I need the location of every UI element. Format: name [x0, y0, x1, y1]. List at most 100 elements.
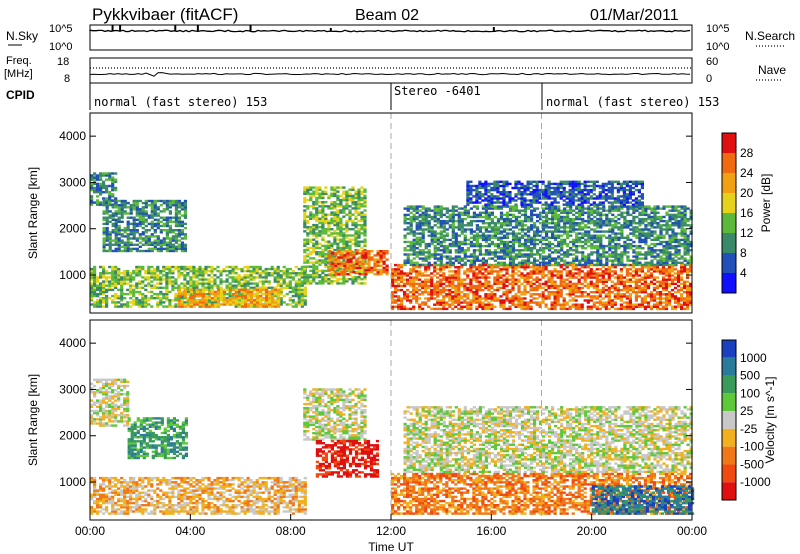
x-axis-ticks: 00:00 04:00 08:00 12:00 16:00 20:00 00:00	[75, 514, 707, 538]
velocity-ylabel: Slant Range [km]	[26, 374, 40, 466]
power-region-3	[90, 172, 118, 206]
power-colorbar-swatch	[722, 173, 736, 193]
velocity-colorbar-tick: -500	[740, 457, 764, 471]
power-ytick-label: 4000	[59, 129, 86, 143]
cpid-segment-1: normal (fast stereo) 153	[94, 95, 267, 109]
velocity-colorbar-swatch	[722, 464, 736, 483]
power-region-9	[466, 180, 644, 206]
power-region-8	[403, 205, 693, 267]
velocity-heatmap	[90, 320, 695, 520]
freq-trace	[89, 72, 691, 77]
x-tick-label: 00:00	[75, 524, 105, 538]
power-colorbar-swatch	[722, 273, 736, 293]
x-axis-label: Time UT	[368, 540, 414, 554]
power-colorbar-swatch	[722, 133, 736, 153]
noise-panel-frame	[89, 24, 693, 51]
velocity-colorbar-tick: -25	[740, 422, 758, 436]
power-colorbar-tick: 28	[740, 146, 754, 160]
velocity-ytick-label: 2000	[59, 429, 86, 443]
power-y-ticks: 1000 2000 3000 4000	[59, 129, 692, 282]
velocity-colorbar-swatch	[722, 482, 736, 500]
power-colorbar: 4 8 12 16 20 24 28	[721, 132, 754, 294]
power-region-5	[303, 186, 367, 285]
power-region-4	[177, 288, 281, 308]
velocity-colorbar-swatch	[722, 411, 736, 429]
velocity-colorbar-tick: 500	[740, 369, 760, 383]
freq-tick-top: 18	[57, 56, 69, 68]
nave-label: Nave	[758, 63, 786, 77]
cpid-segment-3: normal (fast stereo) 153	[546, 95, 719, 109]
velocity-colorbar-frame	[721, 339, 737, 501]
noise-right-label: N.Search	[745, 29, 795, 43]
noise-sky-trace	[89, 29, 691, 33]
x-tick-label: 00:00	[677, 524, 707, 538]
power-ytick-label: 2000	[59, 222, 86, 236]
noise-left-tick-top: 10^5	[49, 23, 73, 35]
power-ylabel: Slant Range [km]	[26, 167, 40, 259]
velocity-colorbar-swatch	[722, 357, 736, 376]
x-tick-label: 12:00	[376, 524, 406, 538]
velocity-colorbar-tick: -100	[740, 440, 764, 454]
velocity-region-8	[591, 485, 695, 515]
velocity-colorbar-swatch	[722, 393, 736, 412]
cpid-label: CPID	[6, 88, 35, 102]
velocity-colorbar-swatch	[722, 428, 736, 447]
power-colorbar-frame	[721, 132, 737, 294]
power-region-2	[102, 199, 187, 253]
power-colorbar-tick: 20	[740, 186, 754, 200]
power-panel-frame	[89, 112, 693, 314]
nave-tick-top: 60	[706, 56, 718, 68]
date-title: 01/Mar/2011	[590, 7, 679, 24]
power-region-6	[328, 250, 389, 276]
power-region-7	[391, 263, 693, 311]
power-colorbar-swatch	[722, 253, 736, 273]
power-ytick-label: 3000	[59, 175, 86, 189]
velocity-colorbar-tick: -1000	[740, 475, 771, 489]
power-colorbar-tick: 12	[740, 226, 754, 240]
velocity-y-ticks: 1000 2000 3000 4000	[59, 336, 692, 489]
power-colorbar-swatch	[722, 213, 736, 233]
noise-left-tick-bottom: 10^0	[49, 41, 73, 53]
velocity-colorbar-tick: 25	[740, 404, 754, 418]
velocity-region-3	[127, 417, 188, 460]
velocity-region-4	[303, 388, 367, 441]
power-colorbar-tick: 4	[740, 266, 747, 280]
freq-label-2: [MHz]	[4, 68, 33, 80]
velocity-colorbar-swatch	[722, 375, 736, 394]
x-tick-label: 08:00	[276, 524, 306, 538]
velocity-region-1	[90, 476, 307, 515]
freq-panel-frame	[89, 57, 693, 84]
velocity-colorbar-swatch	[722, 340, 736, 358]
velocity-colorbar-tick: 100	[740, 386, 760, 400]
noise-left-label: N.Sky	[6, 29, 38, 43]
nave-tick-bottom: 0	[706, 73, 712, 85]
velocity-colorbar-tick: 1000	[740, 351, 767, 365]
freq-label-1: Freq.	[6, 55, 32, 67]
power-ytick-label: 1000	[59, 268, 86, 282]
power-colorbar-label: Power [dB]	[759, 174, 773, 233]
x-tick-label: 04:00	[175, 524, 205, 538]
freq-tick-bottom: 8	[64, 73, 70, 85]
cpid-segment-2: Stereo -6401	[394, 84, 481, 98]
velocity-region-7	[403, 406, 693, 474]
beam-title: Beam 02	[355, 7, 419, 24]
velocity-ytick-label: 4000	[59, 336, 86, 350]
noise-right-tick-bottom: 10^0	[706, 41, 730, 53]
noise-right-tick-top: 10^5	[706, 23, 730, 35]
x-tick-label: 16:00	[476, 524, 506, 538]
velocity-colorbar: 1000 500 100 25 -25 -100 -500 -1000	[721, 339, 771, 501]
velocity-region-2	[90, 378, 130, 427]
velocity-colorbar-swatch	[722, 446, 736, 465]
velocity-region-5	[315, 439, 380, 478]
velocity-ytick-label: 3000	[59, 382, 86, 396]
power-colorbar-tick: 8	[740, 246, 747, 260]
power-colorbar-tick: 16	[740, 206, 754, 220]
power-heatmap	[90, 113, 693, 313]
station-title: Pykkvibaer (fitACF)	[92, 5, 238, 24]
power-colorbar-swatch	[722, 233, 736, 253]
velocity-colorbar-label: Velocity [m s^-1]	[763, 377, 777, 464]
velocity-ytick-label: 1000	[59, 475, 86, 489]
power-colorbar-swatch	[722, 153, 736, 173]
x-tick-label: 20:00	[577, 524, 607, 538]
